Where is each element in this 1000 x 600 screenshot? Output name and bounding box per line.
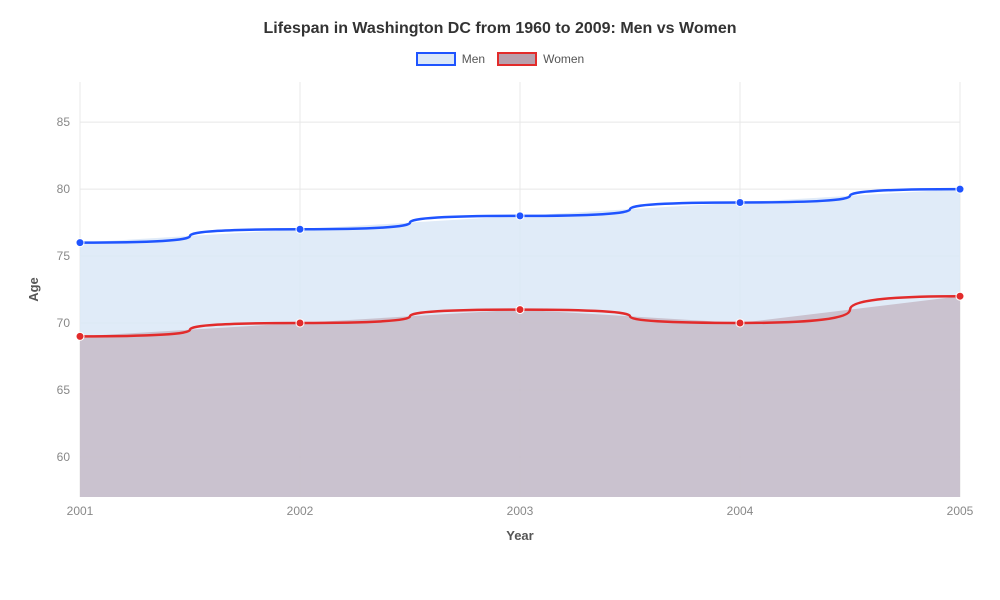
legend-item-men: Men bbox=[416, 52, 485, 66]
legend-label-men: Men bbox=[462, 52, 485, 66]
svg-text:2005: 2005 bbox=[947, 504, 974, 518]
chart-svg: 2001 2002 2003 2004 2005 60 65 70 75 80 85 Year Age bbox=[20, 72, 980, 552]
svg-text:75: 75 bbox=[57, 249, 71, 263]
legend-label-women: Women bbox=[543, 52, 584, 66]
chart-title: Lifespan in Washington DC from 1960 to 2… bbox=[20, 20, 980, 38]
svg-text:2001: 2001 bbox=[67, 504, 94, 518]
svg-text:85: 85 bbox=[57, 115, 71, 129]
chart-container: Lifespan in Washington DC from 1960 to 2… bbox=[0, 0, 1000, 600]
svg-text:2002: 2002 bbox=[287, 504, 314, 518]
svg-text:65: 65 bbox=[57, 383, 71, 397]
svg-text:60: 60 bbox=[57, 450, 71, 464]
legend-swatch-men bbox=[416, 52, 456, 66]
legend: Men Women bbox=[20, 52, 980, 66]
legend-swatch-women bbox=[497, 52, 537, 66]
plot-area: 2001 2002 2003 2004 2005 60 65 70 75 80 85 Year Age bbox=[20, 72, 980, 552]
svg-text:Year: Year bbox=[506, 528, 533, 543]
legend-item-women: Women bbox=[497, 52, 584, 66]
svg-text:Age: Age bbox=[26, 277, 41, 302]
svg-text:70: 70 bbox=[57, 316, 71, 330]
svg-text:80: 80 bbox=[57, 182, 71, 196]
svg-text:2004: 2004 bbox=[727, 504, 754, 518]
svg-text:2003: 2003 bbox=[507, 504, 534, 518]
